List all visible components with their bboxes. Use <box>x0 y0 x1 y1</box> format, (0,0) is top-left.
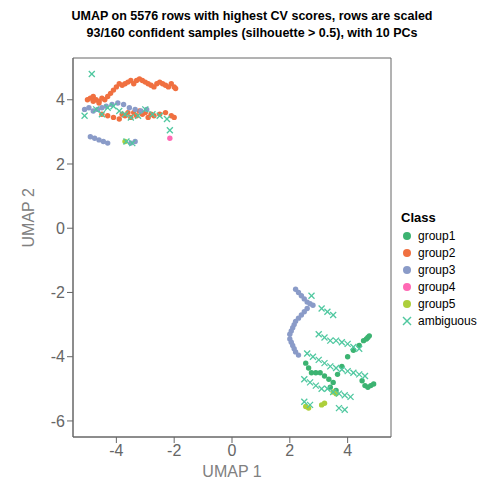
svg-text:0: 0 <box>56 220 65 237</box>
svg-text:-4: -4 <box>109 442 123 459</box>
html-text:UMAP on 5576 rows with highest: UMAP on 5576 rows with highest CV scores… <box>71 9 433 23</box>
svg-text:2: 2 <box>56 156 65 173</box>
svg-text:0: 0 <box>228 442 237 459</box>
svg-text:-6: -6 <box>51 413 65 430</box>
html-text:group5: group5 <box>418 296 456 311</box>
svg-text:2: 2 <box>285 442 294 459</box>
html-text:group1: group1 <box>418 228 456 243</box>
svg-text:4: 4 <box>343 442 352 459</box>
svg-text:-2: -2 <box>167 442 181 459</box>
html-text:93/160 confident samples (silh: 93/160 confident samples (silhouette > 0… <box>86 26 418 40</box>
svg-text:4: 4 <box>56 91 65 108</box>
svg-text:UMAP 2: UMAP 2 <box>20 188 37 247</box>
html-text:ambiguous: ambiguous <box>418 313 477 328</box>
svg-text:-2: -2 <box>51 284 65 301</box>
svg-text:UMAP 1: UMAP 1 <box>202 463 261 480</box>
html-text:group3: group3 <box>418 262 456 277</box>
html-text:Class: Class <box>401 209 436 225</box>
html-text:group4: group4 <box>418 279 456 294</box>
svg-text:-4: -4 <box>51 348 65 365</box>
html-text:group2: group2 <box>418 245 456 260</box>
